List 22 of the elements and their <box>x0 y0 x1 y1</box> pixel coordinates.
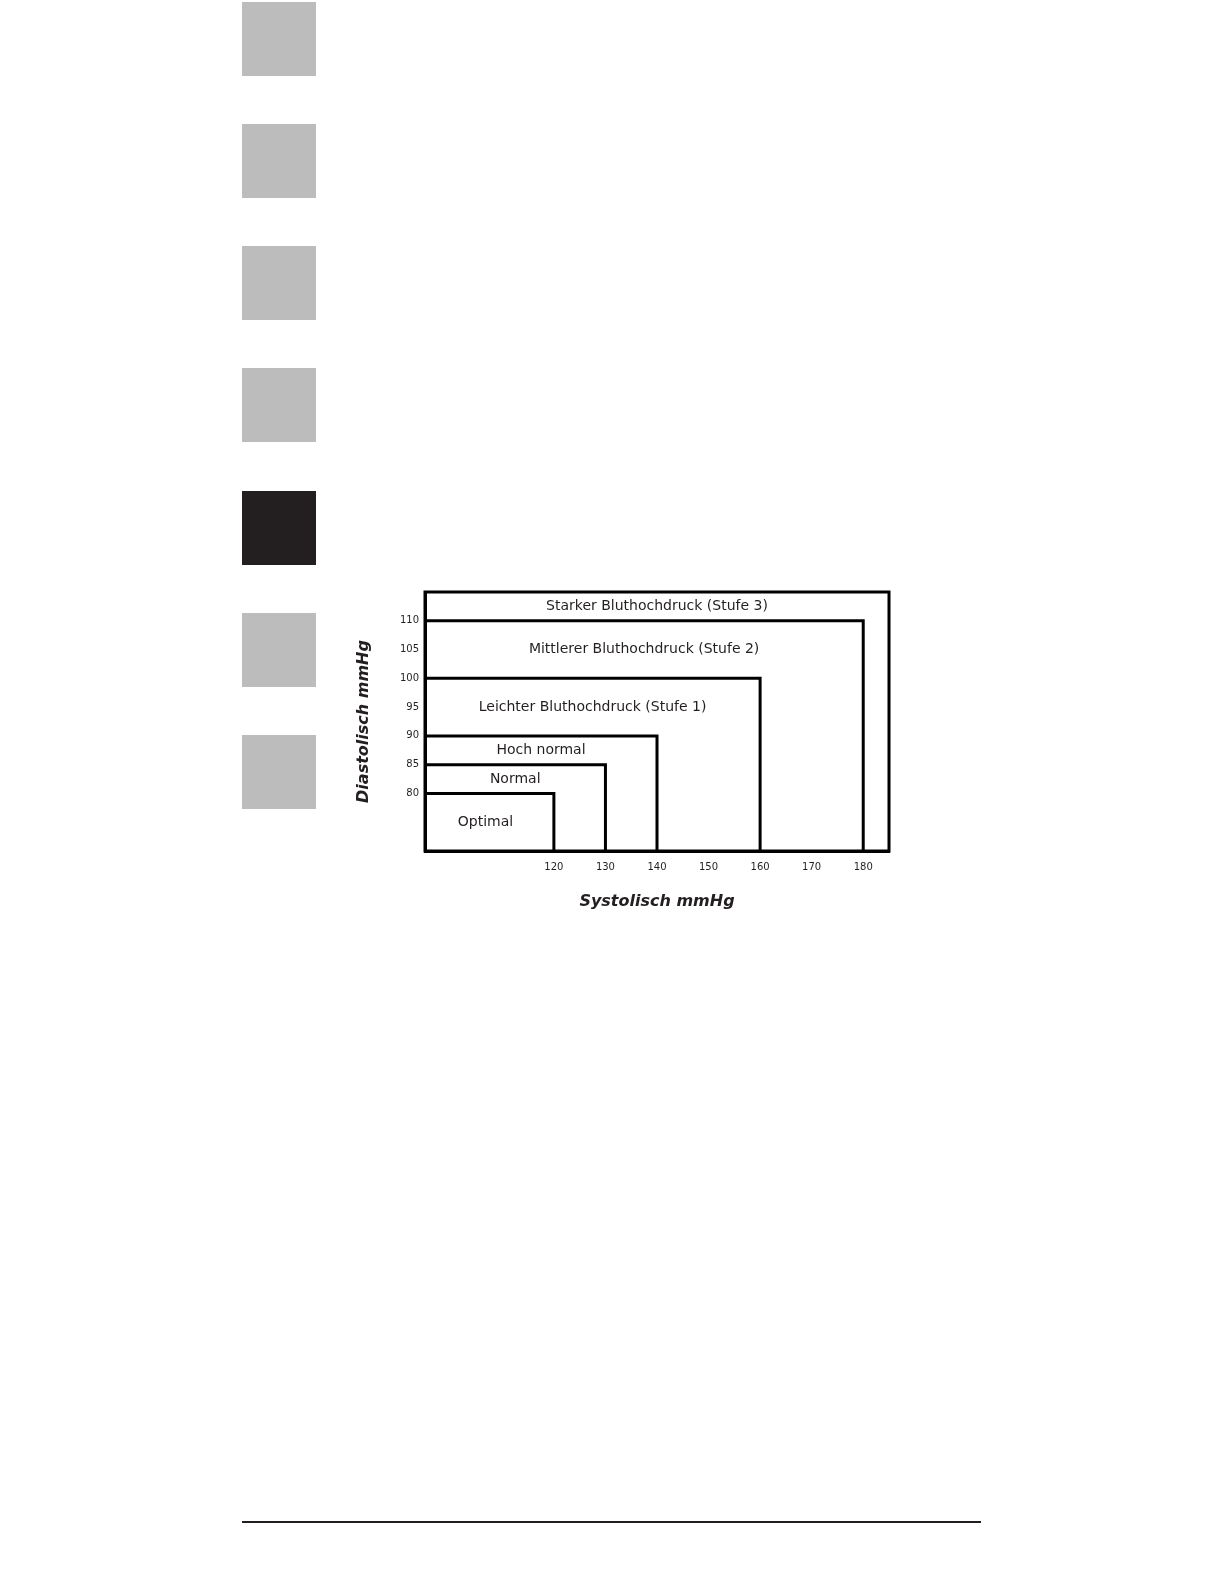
x-tick-label: 170 <box>802 860 822 872</box>
y-tick-label: 100 <box>399 671 419 683</box>
y-axis-title: Diastolisch mmHg <box>352 640 372 803</box>
x-tick-label: 140 <box>647 860 667 872</box>
y-tick-label: 90 <box>406 729 419 741</box>
y-tick-label: 80 <box>406 787 419 799</box>
annotation: Normal <box>489 769 541 786</box>
annotation: Leichter Bluthochdruck (Stufe 1) <box>478 697 707 714</box>
x-tick-label: 150 <box>699 860 719 872</box>
x-tick-label: 160 <box>750 860 770 872</box>
x-axis-title: Systolisch mmHg <box>579 890 735 910</box>
annotation: Hoch normal <box>496 740 586 757</box>
y-tick-label: 110 <box>399 614 419 626</box>
annotation: Optimal <box>457 812 514 829</box>
annotation: Starker Bluthochdruck (Stufe 3) <box>546 597 768 614</box>
x-tick-label: 130 <box>595 860 615 872</box>
y-tick-label: 95 <box>406 700 419 712</box>
annotation: Mittlerer Bluthochdruck (Stufe 2) <box>528 640 760 657</box>
x-tick-label: 180 <box>853 860 873 872</box>
y-tick-label: 105 <box>399 643 419 655</box>
y-tick-label: 85 <box>406 758 419 770</box>
x-tick-label: 120 <box>544 860 564 872</box>
